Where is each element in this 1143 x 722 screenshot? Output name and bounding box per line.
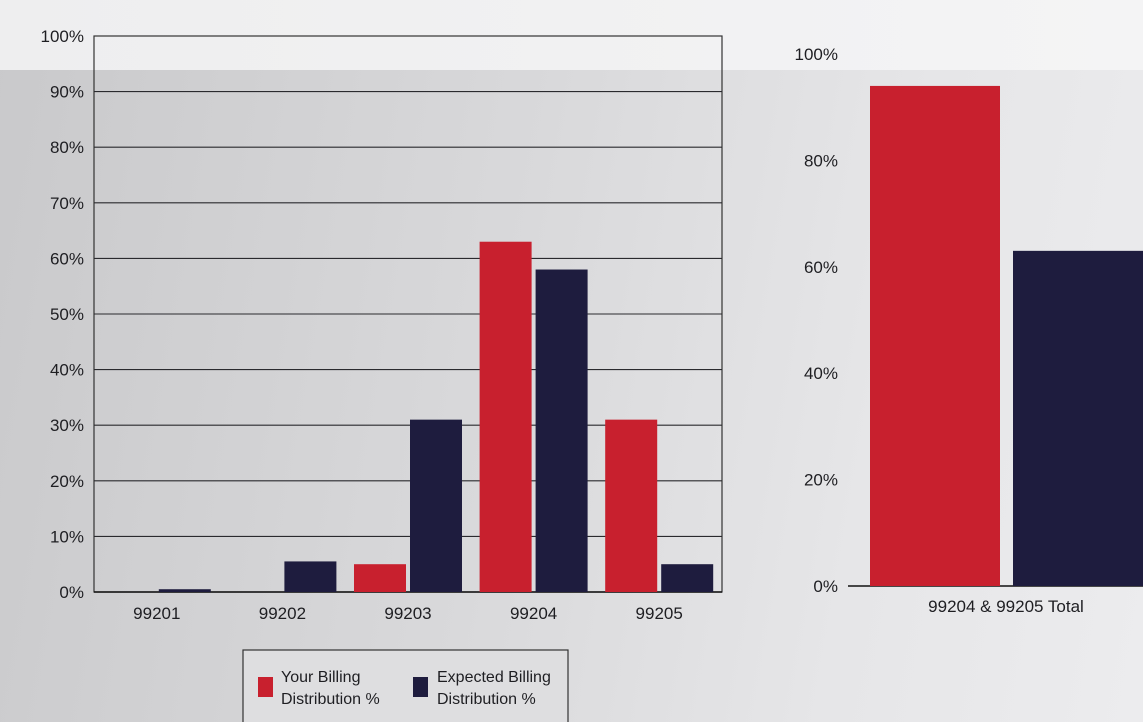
y-tick-label: 70%	[50, 194, 84, 213]
y-tick-label: 100%	[41, 27, 84, 46]
y-tick-label: 40%	[50, 361, 84, 380]
legend-label-line2: Distribution %	[281, 691, 380, 708]
side-y-tick-label: 80%	[804, 151, 838, 170]
x-category-label: 99202	[259, 604, 306, 623]
side-bar-series-2	[1013, 250, 1143, 586]
bar-99205-series-2	[661, 564, 714, 592]
y-tick-label: 20%	[50, 472, 84, 491]
side-x-category-label: 99204 & 99205 Total	[928, 597, 1084, 616]
y-tick-label: 30%	[50, 416, 84, 435]
x-category-label: 99201	[133, 604, 180, 623]
bar-99201-series-2	[158, 589, 211, 592]
side-y-tick-label: 0%	[813, 577, 838, 596]
bar-99202-series-2	[284, 561, 337, 592]
side-y-tick-label: 60%	[804, 258, 838, 277]
billing-distribution-chart: 0% 10% 20% 30% 40% 50% 60% 70% 80% 90% 100% 99201 99…	[41, 27, 723, 722]
legend-box	[242, 649, 569, 722]
bar-99205-series-1	[605, 419, 658, 592]
x-category-label: 99204	[510, 604, 557, 623]
y-tick-label: 50%	[50, 305, 84, 324]
legend-label-line1: Your Billing	[281, 669, 360, 686]
y-tick-label: 0%	[59, 583, 84, 602]
y-tick-label: 10%	[50, 527, 84, 546]
bar-99204-series-2	[535, 269, 588, 592]
y-tick-label: 80%	[50, 138, 84, 157]
side-y-tick-label: 40%	[804, 364, 838, 383]
x-category-label: 99203	[384, 604, 431, 623]
bar-99204-series-1	[479, 241, 532, 592]
legend-swatch-series-1	[258, 677, 273, 697]
y-tick-label: 90%	[50, 83, 84, 102]
legend-label-line1: Expected Billing	[437, 669, 551, 686]
bar-99203-series-2	[410, 419, 462, 592]
y-tick-label: 60%	[50, 249, 84, 268]
side-y-tick-label: 100%	[795, 45, 838, 64]
side-y-tick-label: 20%	[804, 471, 838, 490]
legend-swatch-series-2	[413, 677, 428, 697]
legend-label-line2: Distribution %	[437, 691, 536, 708]
legend: Your Billing Distribution % Expected Billi…	[242, 649, 569, 722]
side-bar-series-1	[870, 85, 1000, 587]
paper-top-strip	[0, 0, 1143, 70]
x-category-label: 99205	[636, 604, 683, 623]
bar-99203-series-1	[354, 564, 406, 592]
